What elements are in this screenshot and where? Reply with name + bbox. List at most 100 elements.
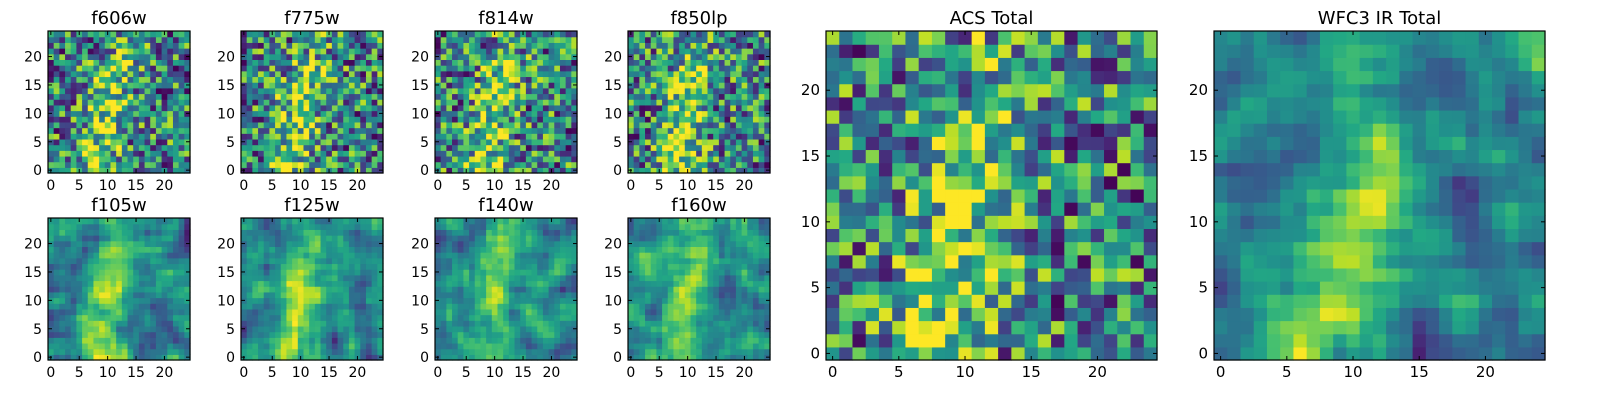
- y-tick-label: 5: [33, 322, 42, 338]
- heatmap-cell: [184, 291, 191, 299]
- heatmap-cell: [469, 354, 476, 361]
- heatmap-cell: [446, 342, 453, 350]
- heatmap-cell: [764, 121, 771, 129]
- heatmap-cell: [474, 320, 482, 327]
- heatmap-cell: [150, 76, 157, 83]
- heatmap-cell: [684, 42, 692, 49]
- heatmap-cell: [520, 320, 527, 327]
- heatmap-cell: [548, 342, 555, 350]
- heatmap-cell: [724, 138, 731, 146]
- heatmap-cell: [360, 138, 367, 146]
- heatmap-cell: [525, 348, 533, 355]
- heatmap-cell: [82, 65, 89, 72]
- heatmap-cell: [542, 274, 550, 282]
- heatmap-cell: [138, 144, 146, 151]
- heatmap-cell: [167, 161, 174, 168]
- heatmap-cell: [252, 127, 259, 134]
- heatmap-cell: [155, 104, 163, 112]
- heatmap-cell: [275, 76, 282, 83]
- heatmap-cell: [684, 308, 692, 316]
- heatmap-cell: [309, 269, 316, 276]
- heatmap-cell: [138, 308, 146, 316]
- heatmap-cell: [435, 263, 442, 270]
- heatmap-cell: [161, 42, 168, 49]
- heatmap-cell: [82, 320, 89, 327]
- heatmap-cell: [713, 127, 720, 134]
- heatmap-cell: [673, 325, 680, 333]
- heatmap-cell: [435, 133, 442, 140]
- heatmap-cell: [724, 297, 731, 304]
- heatmap-cell: [87, 337, 95, 344]
- heatmap-cell: [707, 87, 714, 95]
- heatmap-cell: [684, 342, 692, 350]
- heatmap-cell: [747, 291, 754, 299]
- heatmap-cell: [337, 223, 344, 230]
- heatmap-cell: [348, 48, 356, 55]
- heatmap-cell: [701, 308, 709, 316]
- heatmap-cell: [59, 138, 66, 146]
- heatmap-cell: [297, 240, 305, 247]
- heatmap-cell: [735, 337, 743, 344]
- heatmap-cell: [331, 70, 339, 78]
- heatmap-cell: [486, 65, 493, 72]
- heatmap-cell: [724, 116, 731, 123]
- panel-title: f606w: [91, 8, 146, 29]
- heatmap-cell: [520, 36, 527, 43]
- heatmap-cell: [365, 320, 373, 327]
- heatmap-cell: [252, 99, 259, 106]
- heatmap-cell: [263, 286, 270, 293]
- heatmap-cell: [241, 308, 248, 316]
- heatmap-cell: [469, 342, 476, 350]
- heatmap-cell: [258, 87, 265, 95]
- heatmap-cell: [360, 252, 367, 259]
- heatmap-cell: [348, 150, 356, 157]
- heatmap-cell: [82, 36, 89, 43]
- heatmap-cell: [241, 274, 248, 282]
- heatmap-cell: [275, 82, 282, 89]
- heatmap-cell: [326, 42, 333, 49]
- heatmap-cell: [331, 76, 339, 83]
- heatmap-cell: [497, 291, 504, 299]
- heatmap-cell: [246, 297, 253, 304]
- heatmap-cell: [463, 331, 470, 338]
- heatmap-cell: [246, 99, 253, 106]
- heatmap-cell: [286, 167, 293, 174]
- heatmap-cell: [730, 297, 737, 304]
- heatmap-cell: [104, 59, 112, 66]
- heatmap-cell: [537, 104, 544, 112]
- heatmap-cell: [440, 297, 447, 304]
- heatmap-cell: [252, 144, 259, 151]
- heatmap-cell: [138, 99, 146, 106]
- heatmap-cell: [127, 263, 134, 270]
- heatmap-cell: [343, 218, 350, 225]
- heatmap-cell: [178, 246, 185, 253]
- heatmap-cell: [662, 280, 669, 287]
- heatmap-cell: [435, 150, 442, 157]
- heatmap-cell: [167, 76, 174, 83]
- heatmap-cell: [292, 320, 299, 327]
- heatmap-cell: [508, 76, 516, 83]
- heatmap-cell: [480, 354, 487, 361]
- heatmap-cell: [542, 314, 550, 321]
- heatmap-cell: [320, 291, 327, 299]
- heatmap-cell: [314, 240, 322, 247]
- heatmap-cell: [559, 354, 567, 361]
- heatmap-cell: [337, 257, 344, 265]
- heatmap-cell: [371, 104, 378, 112]
- heatmap-cell: [144, 342, 151, 350]
- heatmap-cell: [554, 269, 561, 276]
- heatmap-cell: [696, 76, 703, 83]
- heatmap-cell: [696, 331, 703, 338]
- heatmap-cell: [263, 274, 270, 282]
- heatmap-cell: [457, 99, 464, 106]
- heatmap-cell: [127, 121, 134, 129]
- heatmap-cell: [735, 48, 743, 55]
- heatmap-cell: [65, 263, 72, 270]
- heatmap-cell: [701, 36, 709, 43]
- heatmap-cell: [53, 257, 60, 265]
- heatmap-cell: [741, 314, 748, 321]
- heatmap-cell: [82, 291, 89, 299]
- heatmap-cell: [371, 59, 378, 66]
- heatmap-cell: [656, 342, 663, 350]
- heatmap-cell: [645, 104, 652, 112]
